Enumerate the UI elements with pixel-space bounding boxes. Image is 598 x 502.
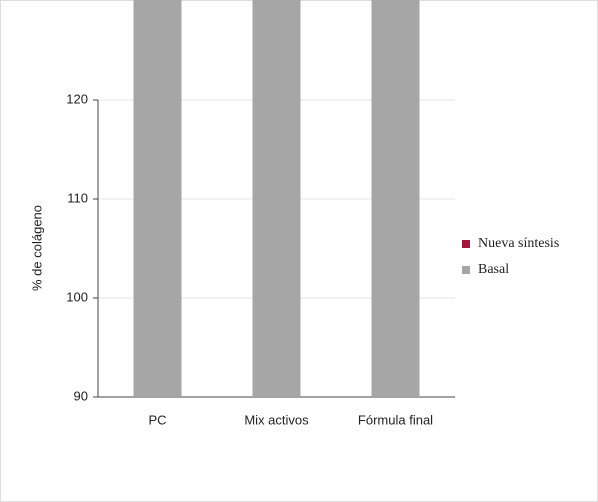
y-tick-label: 90 <box>74 388 88 403</box>
legend-swatch <box>462 266 470 274</box>
legend-swatch <box>462 240 470 248</box>
bar-segment <box>252 0 301 397</box>
y-tick-label: 120 <box>66 91 88 106</box>
legend: Nueva síntesis Basal <box>462 236 559 277</box>
bar-segment <box>371 0 420 397</box>
y-tick-label: 100 <box>66 289 88 304</box>
y-axis-label: % de colágeno <box>29 205 44 291</box>
legend-label: Nueva síntesis <box>478 236 559 251</box>
legend-label: Basal <box>478 262 509 277</box>
x-tick-label: Fórmula final <box>358 412 433 427</box>
x-tick-label: Mix activos <box>244 412 309 427</box>
y-tick-label: 110 <box>67 190 88 205</box>
x-tick-label: PC <box>148 412 166 427</box>
bar-segment <box>133 0 182 397</box>
